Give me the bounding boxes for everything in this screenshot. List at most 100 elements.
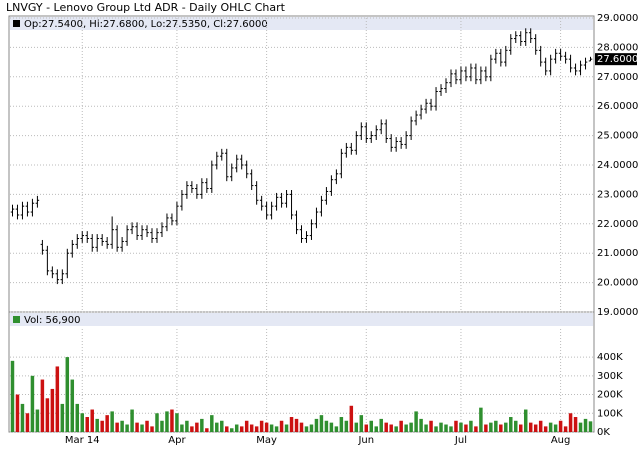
- volume-bar: [70, 379, 75, 432]
- volume-bar: [494, 420, 498, 432]
- x-tick-label: Jul: [454, 435, 467, 446]
- volume-bar: [200, 418, 204, 432]
- volume-bar: [180, 424, 184, 432]
- y-tick-label: 22.0000: [597, 219, 638, 230]
- volume-bar: [409, 422, 413, 432]
- volume-bar: [449, 426, 453, 432]
- y-tick-label: 100K: [597, 408, 623, 419]
- volume-bar: [85, 417, 89, 432]
- volume-bar: [299, 422, 304, 432]
- volume-bar: [145, 420, 149, 432]
- x-tick-label: Apr: [168, 435, 186, 446]
- volume-bar: [35, 409, 40, 432]
- volume-bar: [225, 426, 229, 432]
- volume-bar: [15, 394, 20, 432]
- y-tick-label: 25.0000: [597, 131, 638, 142]
- price-icon: [13, 20, 20, 27]
- volume-bar: [404, 424, 408, 432]
- volume-bar: [354, 422, 359, 432]
- volume-bar: [474, 426, 478, 432]
- volume-icon: [13, 316, 20, 323]
- volume-bar: [519, 424, 523, 432]
- volume-bar: [424, 424, 428, 432]
- volume-bar: [50, 388, 55, 432]
- volume-bar: [234, 424, 239, 432]
- volume-bar: [538, 420, 543, 432]
- volume-bar: [80, 413, 84, 432]
- volume-bar: [374, 426, 378, 432]
- volume-bar: [264, 422, 269, 432]
- volume-bar: [215, 422, 219, 432]
- volume-bar: [105, 415, 109, 432]
- volume-bar: [384, 422, 388, 432]
- volume-bar: [454, 420, 458, 432]
- volume-bar: [205, 428, 209, 432]
- y-tick-label: 200K: [597, 390, 623, 401]
- volume-bar: [578, 422, 583, 432]
- volume-bar: [60, 403, 65, 432]
- volume-bar: [75, 403, 80, 432]
- volume-bar: [588, 421, 593, 432]
- volume-bar: [190, 426, 194, 432]
- volume-bar: [284, 424, 289, 432]
- volume-bar: [195, 422, 199, 432]
- volume-bar: [254, 426, 259, 432]
- last-value-label: 27.6000: [597, 54, 638, 65]
- volume-bar: [30, 375, 35, 432]
- volume-bar: [369, 420, 374, 432]
- volume-bar: [115, 422, 119, 432]
- volume-bar: [573, 417, 578, 432]
- volume-bar: [479, 407, 483, 432]
- y-tick-label: 300K: [597, 371, 623, 382]
- y-tick-label: 19.0000: [597, 307, 638, 318]
- volume-bar: [558, 420, 563, 432]
- price-panel: [8, 15, 595, 313]
- volume-bar: [563, 426, 568, 432]
- volume-bar: [100, 420, 104, 432]
- volume-bar: [274, 426, 279, 432]
- volume-bar: [90, 409, 94, 432]
- y-tick-label: 0K: [597, 427, 610, 438]
- volume-bar: [249, 424, 254, 432]
- volume-bar: [20, 403, 25, 432]
- volume-bar: [135, 422, 139, 432]
- volume-bar: [125, 424, 129, 432]
- volume-bar: [399, 420, 403, 432]
- volume-bar: [175, 413, 179, 432]
- volume-bar: [120, 420, 124, 432]
- volume-bar: [314, 418, 319, 432]
- volume-bar: [259, 420, 264, 432]
- volume-bar: [170, 409, 174, 432]
- y-tick-label: 20.0000: [597, 278, 638, 289]
- volume-bar: [165, 411, 169, 432]
- volume-bar: [160, 420, 164, 432]
- volume-bar: [110, 411, 114, 432]
- x-tick-label: Mar 14: [65, 435, 100, 446]
- volume-bar: [319, 415, 324, 432]
- volume-bar: [509, 417, 513, 432]
- volume-bar: [568, 413, 573, 432]
- volume-header: [10, 313, 593, 326]
- volume-bar: [464, 424, 468, 432]
- volume-bar: [429, 420, 433, 432]
- volume-bar: [528, 422, 533, 432]
- volume-bar: [439, 422, 443, 432]
- price-header: [10, 17, 593, 30]
- volume-bar: [55, 366, 60, 432]
- price-info: Op:27.5400, Hi:27.6800, Lo:27.5350, Cl:2…: [24, 19, 268, 30]
- volume-bar: [309, 424, 314, 432]
- volume-bar: [379, 418, 383, 432]
- volume-bar: [389, 424, 393, 432]
- volume-bar: [324, 420, 329, 432]
- volume-bar: [533, 424, 538, 432]
- volume-bar: [339, 417, 344, 432]
- volume-bar: [150, 426, 154, 432]
- volume-bar: [414, 411, 418, 432]
- volume-bar: [95, 418, 99, 432]
- volume-bar: [40, 379, 45, 432]
- volume-bar: [553, 424, 558, 432]
- y-tick-label: 27.0000: [597, 72, 638, 83]
- volume-bar: [289, 417, 294, 432]
- volume-bar: [304, 426, 309, 432]
